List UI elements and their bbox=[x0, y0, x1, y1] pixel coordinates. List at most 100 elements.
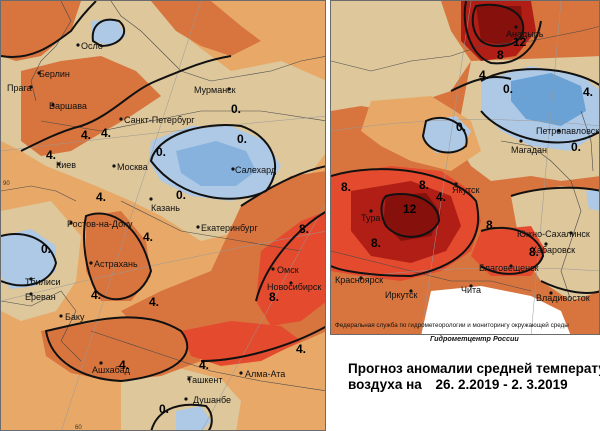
cold-sakhalin-zone bbox=[586, 189, 599, 211]
neutral-north-zone bbox=[331, 1, 471, 111]
left-anomaly-map: Осло Берлин Прага Варшава Мурманск Санкт… bbox=[1, 1, 325, 431]
city-warsaw: Варшава bbox=[49, 101, 87, 111]
isoline-label: 8. bbox=[529, 245, 539, 259]
left-map-panel: Осло Берлин Прага Варшава Мурманск Санкт… bbox=[0, 0, 326, 431]
city-irkutsk: Иркутск bbox=[385, 290, 418, 300]
city-khabarovsk: Хабаровск bbox=[531, 245, 575, 255]
cold-core-zone bbox=[176, 141, 256, 186]
cold-core-zone bbox=[511, 73, 586, 126]
isoline-label: 4. bbox=[81, 128, 91, 142]
isoline-label: 0. bbox=[231, 102, 241, 116]
cold-caucasus-zone bbox=[1, 229, 56, 289]
city-tbilisi: Тбилиси bbox=[25, 277, 61, 287]
city-markers bbox=[359, 25, 573, 295]
isoline-label: 0. bbox=[456, 120, 466, 134]
isoline-label: 0. bbox=[41, 242, 51, 256]
isoline-label: 4. bbox=[296, 342, 306, 356]
city-blagoveshchensk: Благовещенск bbox=[479, 263, 539, 273]
isoline-label: 8. bbox=[299, 222, 309, 236]
cold-oslo-zone bbox=[91, 19, 126, 46]
city-yuzhno-sakhalinsk: Южно-Сахалинск bbox=[517, 229, 590, 239]
city-rostov: Ростов-на-Дону bbox=[67, 219, 133, 229]
city-salekhard: Салехард bbox=[235, 165, 277, 175]
city-yakutsk: Якутск bbox=[452, 185, 480, 195]
city-oslo: Осло bbox=[81, 41, 103, 51]
city-kiev: Киев bbox=[56, 160, 76, 170]
city-moscow: Москва bbox=[117, 162, 148, 172]
city-petropavlovsk: Петропавловск-Камчатский bbox=[536, 126, 600, 136]
isoline-label: 4. bbox=[199, 358, 209, 372]
isoline-label: 8. bbox=[486, 218, 496, 232]
city-chita: Чита bbox=[461, 285, 481, 295]
city-prague: Прага bbox=[7, 83, 32, 93]
hot-siberia-zone bbox=[256, 211, 325, 326]
agency-credit: Федеральная служба по гидрометеорологии … bbox=[335, 322, 569, 329]
isoline-label: 0. bbox=[176, 188, 186, 202]
isoline-label: 4. bbox=[479, 68, 489, 82]
extreme-chukotka-zone bbox=[476, 6, 523, 46]
isoline-label: 0. bbox=[503, 82, 513, 96]
graticule-label: 60 bbox=[75, 425, 82, 431]
right-map-panel: Анадырь Петропавловск-Камчатский Магадан… bbox=[330, 0, 600, 335]
city-yerevan: Ереван bbox=[25, 292, 56, 302]
period-prefix: воздуха на bbox=[348, 377, 422, 392]
warm-central-asia-zone bbox=[41, 311, 201, 381]
isoline-label: 4. bbox=[101, 126, 111, 140]
right-anomaly-map: Анадырь Петропавловск-Камчатский Магадан… bbox=[331, 1, 600, 334]
forecast-title: Прогноз аномалии средней температуры bbox=[348, 361, 600, 376]
city-murmansk: Мурманск bbox=[194, 85, 236, 95]
coastlines bbox=[1, 1, 325, 392]
city-anadyr: Анадырь bbox=[506, 29, 544, 39]
isoline-label: 8. bbox=[269, 290, 279, 304]
city-novosibirsk: Новосибирск bbox=[267, 282, 321, 292]
city-vladivostok: Владивосток bbox=[536, 293, 590, 303]
graticule-label: 90 bbox=[3, 181, 10, 187]
city-yekaterinburg: Екатеринбург bbox=[201, 223, 258, 233]
city-magadan: Магадан bbox=[511, 145, 547, 155]
outside-area bbox=[421, 286, 571, 334]
city-krasnoyarsk: Красноярск bbox=[335, 275, 383, 285]
isoline-label: 4. bbox=[46, 148, 56, 162]
isoline-label: 0. bbox=[237, 132, 247, 146]
forecast-period: воздуха на 26. 2.2019 - 2. 3.2019 bbox=[348, 377, 568, 392]
city-omsk: Омск bbox=[277, 265, 299, 275]
city-astrakhan: Астрахань bbox=[94, 259, 138, 269]
city-tura: Тура bbox=[361, 213, 380, 223]
coastlines bbox=[331, 26, 599, 302]
isoline-label: 4. bbox=[143, 230, 153, 244]
isoline-label: 0. bbox=[156, 145, 166, 159]
city-baku: Баку bbox=[65, 312, 85, 322]
period-separator: - bbox=[503, 377, 508, 392]
city-kazan: Казань bbox=[151, 203, 180, 213]
center-credit: Гидрометцентр России bbox=[430, 334, 519, 343]
isoline-label: 4. bbox=[119, 358, 129, 372]
isoline-label: 4. bbox=[96, 190, 106, 204]
isoline-label: 8. bbox=[419, 178, 429, 192]
city-alma-ata: Алма-Ата bbox=[245, 369, 285, 379]
neutral-amur-zone bbox=[511, 186, 599, 301]
city-berlin: Берлин bbox=[39, 69, 70, 79]
isoline-label: 8. bbox=[341, 180, 351, 194]
hot-amur-zone bbox=[471, 226, 546, 276]
warm-nw-zone bbox=[1, 1, 81, 61]
isoline-label: 0. bbox=[159, 402, 169, 416]
period-end-date: 2. 3.2019 bbox=[511, 377, 568, 392]
isoline-label: 4. bbox=[436, 190, 446, 204]
isoline-label: 4. bbox=[91, 288, 101, 302]
hot-kazakhstan-zone bbox=[181, 321, 301, 366]
isoline-label: 8. bbox=[371, 236, 381, 250]
city-ashgabat: Ашхабад bbox=[92, 365, 131, 375]
isoline-label: 12 bbox=[513, 35, 527, 49]
period-start-date: 26. 2.2019 bbox=[435, 377, 500, 392]
city-st-petersburg: Санкт-Петербург bbox=[124, 115, 195, 125]
warm-north-zone bbox=[151, 1, 261, 56]
isolines bbox=[331, 1, 599, 294]
graticule bbox=[331, 1, 599, 334]
isoline-label: 4. bbox=[583, 85, 593, 99]
city-tashkent: Ташкент bbox=[187, 375, 222, 385]
city-markers bbox=[29, 43, 293, 401]
isolines bbox=[1, 1, 325, 430]
extreme-zone bbox=[383, 193, 441, 241]
isoline-label: 12 bbox=[403, 202, 417, 216]
warm-europe-zone bbox=[21, 56, 161, 156]
